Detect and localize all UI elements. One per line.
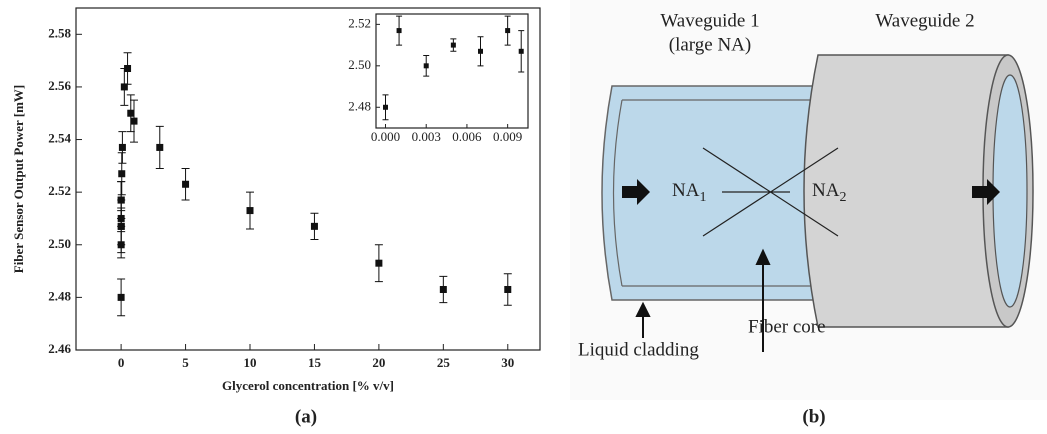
x-tick-label: 15 [308,355,322,370]
x-tick-label: 0.000 [371,129,400,144]
data-point [423,63,429,69]
x-axis-label: Glycerol concentration [% v/v] [222,378,394,393]
data-point [518,48,524,54]
fiber-core-outline [612,99,832,287]
data-point [478,48,483,54]
y-tick-label: 2.58 [48,25,71,40]
data-point [439,285,447,293]
data-point [127,109,135,117]
y-axis-label: Fiber Sensor Output Power [mW] [11,85,26,274]
x-tick-label: 30 [501,355,514,370]
x-tick-label: 0.003 [412,129,441,144]
data-point [118,170,126,178]
label: Waveguide 1 [660,10,759,31]
label: NA2 [812,180,846,205]
data-point [504,285,512,293]
y-tick-label: 2.56 [48,78,71,93]
panel-label: (a) [295,406,317,427]
label: NA [672,180,700,201]
arrow [622,179,650,205]
data-point [375,259,383,267]
data-point [156,143,164,151]
y-tick-label: 2.52 [348,15,371,30]
data-point [383,104,388,110]
y-tick-label: 2.54 [48,131,71,146]
data-point [450,42,456,48]
diagram: Waveguide 1 (large NA) Waveguide 2 NA1 N… [570,0,1047,400]
label: NA [812,180,840,201]
data-point [124,65,132,73]
panel-label: (b) [802,406,825,427]
data-point [118,143,126,151]
x-tick-label: 25 [437,355,451,370]
label: Liquid cladding [578,339,699,360]
y-tick-label: 2.50 [348,57,371,72]
data-point [117,293,125,301]
data-point [505,28,511,34]
data-point [246,207,254,215]
y-tick-label: 2.46 [48,341,71,356]
data-point [396,28,402,34]
x-tick-label: 0.009 [493,129,522,144]
subscript: 1 [699,190,706,205]
data-point [310,222,318,230]
y-tick-label: 2.48 [348,98,371,113]
y-tick-label: 2.52 [48,183,71,198]
label: (large NA) [669,34,751,55]
data-point [182,180,190,188]
x-tick-label: 10 [244,355,257,370]
subscript: 2 [839,190,846,205]
label: Fiber core [748,316,826,337]
na-cone [702,147,839,237]
waveguide-2 [803,54,1009,328]
waveguide-1 [601,85,833,301]
data-point [117,222,125,230]
x-tick-label: 20 [372,355,385,370]
x-tick-label: 0 [118,355,125,370]
pointer-arrow [635,301,651,338]
arrow [972,179,1000,205]
label: NA1 [672,180,706,205]
y-tick-label: 2.48 [48,288,71,303]
data-point [120,83,128,91]
x-tick-label: 0.006 [452,129,482,144]
label: Waveguide 2 [875,10,974,31]
pointer-arrow [755,248,771,352]
x-tick-label: 5 [182,355,189,370]
data-point [130,117,138,125]
y-tick-label: 2.50 [48,236,71,251]
